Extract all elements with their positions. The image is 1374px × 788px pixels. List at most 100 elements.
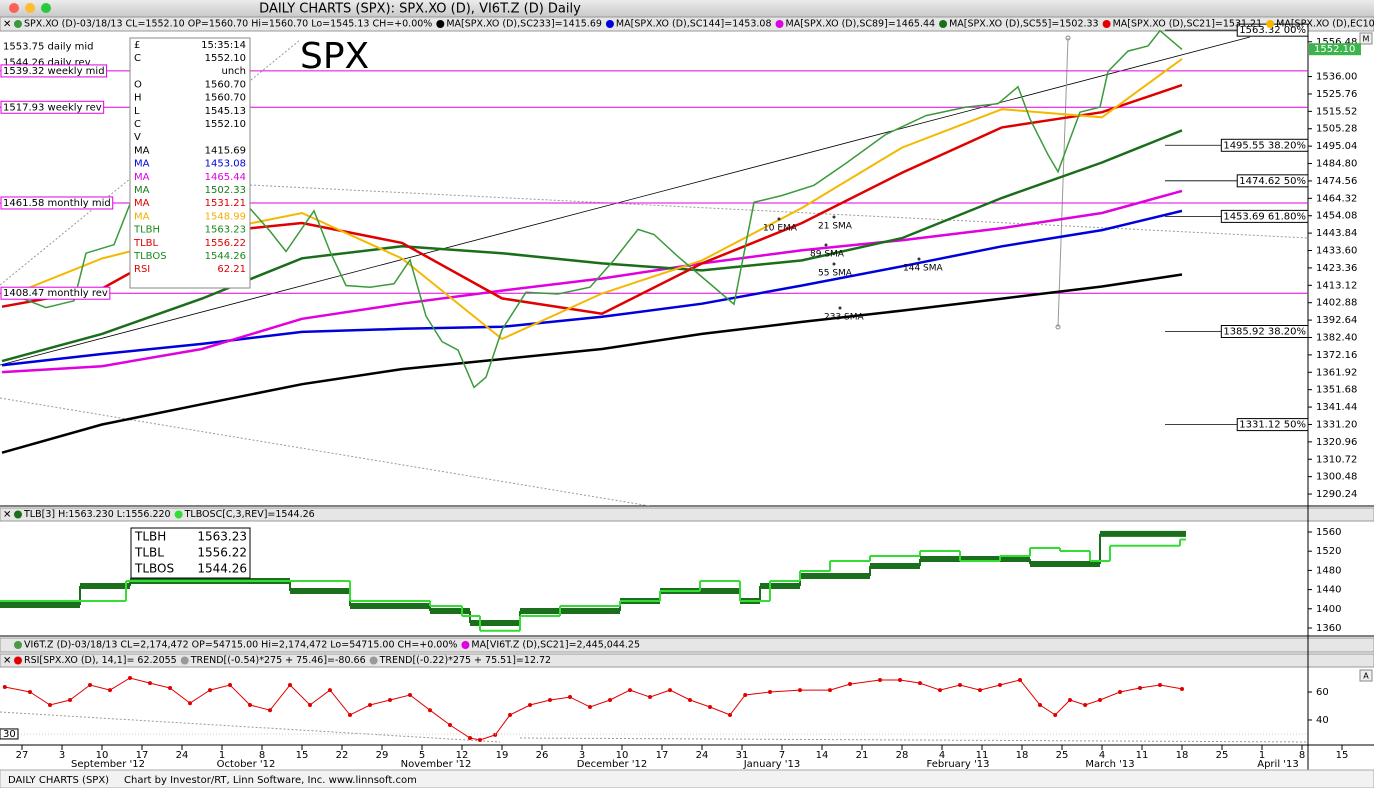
data-window-value: 1531.21	[205, 198, 246, 209]
rsi-point	[648, 695, 652, 700]
fib-label: 1453.69 61.80%	[1223, 211, 1306, 222]
legend-swatch	[605, 20, 614, 28]
rsi-point	[1098, 697, 1102, 702]
rsi-point	[998, 683, 1002, 688]
x-tick-label: 14	[816, 750, 829, 761]
close-panel-icon: ✕	[3, 656, 11, 667]
tlb-box-label: TLBL	[134, 546, 164, 560]
y-tick-label: 1361.92	[1316, 367, 1357, 378]
month-label: January '13	[743, 759, 801, 770]
footer-left: DAILY CHARTS (SPX)	[8, 775, 109, 786]
fib-label-box	[1220, 325, 1309, 339]
month-label: October '12	[217, 759, 276, 770]
legend-swatch	[939, 20, 948, 28]
tlb-box	[130, 527, 251, 579]
y-tick-label: 1290.24	[1316, 489, 1357, 500]
level-label: 1539.32 weekly mid	[3, 66, 105, 77]
footer-right: Chart by Investor/RT, Linn Software, Inc…	[124, 775, 417, 786]
data-window-label: MA	[134, 211, 150, 222]
legend-entry: VI6T.Z (D)-03/18/13 CL=2,174,472 OP=5471…	[24, 640, 457, 651]
rsi-point	[1018, 678, 1022, 682]
level-label-box	[0, 100, 105, 114]
series-line	[1, 273, 1183, 454]
volume-header	[0, 637, 1374, 653]
data-window-label: TLBL	[133, 238, 159, 249]
x-tick-label: 3	[579, 750, 585, 761]
rsi-point	[528, 703, 532, 708]
y-tick-label: 1495.04	[1316, 141, 1357, 152]
series-line	[4, 677, 1183, 741]
rsi-point	[568, 695, 572, 700]
rsi-point	[1158, 683, 1162, 688]
legend-entry: MA[SPX.XO (D),EC10]=1548.99	[1276, 19, 1374, 30]
rsi-point	[688, 697, 692, 702]
fib-label: 1385.92 38.20%	[1223, 327, 1306, 338]
annotation-dot	[777, 217, 781, 221]
tlb-box-value: 1556.22	[197, 546, 247, 560]
series-line	[1, 189, 1183, 374]
x-tick-label: 4	[939, 750, 945, 761]
level-label-box	[0, 196, 114, 210]
rsi-point	[268, 708, 272, 713]
rsi-point	[148, 681, 152, 686]
trendline	[0, 36, 1251, 366]
close-button[interactable]	[9, 3, 19, 13]
data-window-label: H	[134, 93, 142, 104]
rsi-point	[898, 678, 902, 682]
y-tick-label: 1400	[1316, 604, 1341, 615]
y-tick-label: 1341.44	[1316, 402, 1357, 413]
rsi-point	[348, 712, 352, 717]
rsi-point	[508, 712, 512, 717]
legend-swatch	[14, 656, 22, 665]
rsi-point	[2, 684, 7, 689]
month-label: February '13	[927, 759, 990, 770]
y-tick-label: 1392.64	[1316, 315, 1357, 326]
data-window-symbol: £	[134, 40, 140, 51]
x-tick-label: 5	[419, 750, 425, 761]
rsi-point	[878, 678, 882, 682]
legend-swatch	[180, 656, 189, 665]
data-window-label: O	[134, 79, 142, 90]
panel-2	[2, 676, 1184, 742]
ma-annotation: 21 SMA	[818, 222, 853, 232]
y-tick-label: 1402.88	[1316, 298, 1357, 309]
legend-entry: RSI[SPX.XO (D), 14,1]= 62.2055	[24, 655, 177, 666]
rsi-point	[248, 703, 252, 708]
fib-label: 1331.12 50%	[1239, 420, 1306, 431]
rsi-point	[388, 697, 392, 702]
data-window-value: 1560.70	[205, 79, 246, 90]
rsi-point	[368, 703, 372, 708]
x-tick-label: 10	[96, 750, 109, 761]
drawing-tools	[0, 35, 1308, 506]
rsi-point	[768, 690, 772, 695]
data-window-value: 62.21	[217, 264, 246, 275]
legend-entry: TLB[3] H:1563.230 L:1556.220	[23, 509, 171, 520]
last-price-box	[1309, 43, 1361, 56]
fib-anchor	[1057, 37, 1069, 328]
rsi-point	[308, 703, 312, 708]
level-label: 1544.26 daily rev	[3, 58, 91, 69]
rsi-point	[848, 682, 852, 687]
level-label: 1408.47 monthly rev	[3, 288, 108, 299]
zoom-button[interactable]	[41, 3, 51, 13]
y-tick-label: 1484.80	[1316, 159, 1357, 170]
data-window-label: RSI	[134, 264, 150, 275]
rsi-point	[493, 732, 498, 737]
minimize-button[interactable]	[25, 3, 35, 13]
menu-button[interactable]	[1359, 32, 1373, 45]
data-window-label: L	[134, 106, 140, 117]
x-tick-label: 11	[1136, 750, 1149, 761]
legend-entry: MA[SPX.XO (D),SC233]=1415.69	[446, 19, 602, 30]
rsi-point	[798, 688, 802, 693]
x-tick-label: 31	[736, 750, 749, 761]
legend-swatch	[775, 20, 784, 28]
month-label: November '12	[401, 759, 472, 770]
x-tick-label: 1	[219, 750, 225, 761]
y-tick-label: 1310.72	[1316, 454, 1357, 465]
auto-button[interactable]	[1359, 669, 1373, 682]
rsi-point	[1068, 697, 1072, 702]
rsi-point	[1053, 712, 1058, 717]
month-label: September '12	[71, 759, 145, 770]
legend-entry: MA[SPX.XO (D),SC89]=1465.44	[786, 19, 936, 30]
fib-label: 1474.62 50%	[1239, 176, 1306, 187]
